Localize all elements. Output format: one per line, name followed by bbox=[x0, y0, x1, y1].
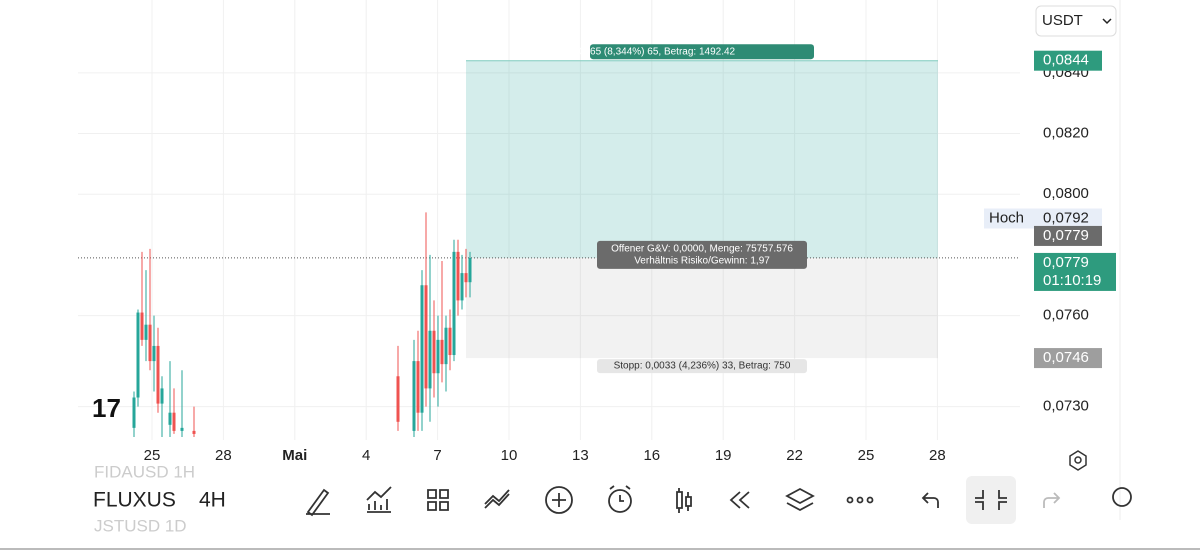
replay-icon[interactable] bbox=[729, 491, 750, 509]
x-tick-label: 16 bbox=[643, 447, 660, 464]
redo-icon[interactable] bbox=[1043, 492, 1061, 508]
undo-icon[interactable] bbox=[921, 492, 939, 508]
candle-body bbox=[428, 330, 432, 389]
center-label-bg bbox=[597, 240, 807, 269]
candle-body bbox=[160, 388, 164, 404]
stop-label: Stopp: 0,0033 (4,236%) 33, Betrag: 750 bbox=[614, 361, 791, 372]
x-tick-label: Mai bbox=[282, 447, 307, 464]
candle-body bbox=[440, 339, 444, 365]
price-tag bbox=[1034, 348, 1102, 369]
idea-icon[interactable] bbox=[1112, 487, 1132, 507]
chevron bbox=[1102, 18, 1112, 25]
countdown: 01:10:19 bbox=[1043, 272, 1101, 289]
compare-icon[interactable] bbox=[484, 489, 510, 509]
alert-icon[interactable] bbox=[608, 489, 632, 513]
x-tick-label: 25 bbox=[858, 447, 875, 464]
x-tick-label: 25 bbox=[144, 447, 161, 464]
currency-select[interactable] bbox=[1035, 5, 1117, 37]
fullscreen-button[interactable] bbox=[966, 476, 1016, 524]
high-label: Hoch bbox=[989, 209, 1024, 226]
center-label: Verhältnis Risiko/Gewinn: 1,97 bbox=[634, 256, 770, 267]
candle-body bbox=[468, 257, 472, 283]
y-tick-label: 0,0760 bbox=[1043, 307, 1089, 324]
x-tick-label: 28 bbox=[929, 447, 946, 464]
logo: 17 bbox=[92, 393, 121, 423]
x-tick-label: 19 bbox=[715, 447, 732, 464]
x-tick-label: 7 bbox=[433, 447, 441, 464]
stop-label-bg bbox=[597, 359, 807, 374]
more-dot bbox=[866, 496, 874, 504]
add-icon[interactable] bbox=[545, 486, 573, 514]
candle-body bbox=[420, 285, 424, 413]
candle-body bbox=[132, 397, 136, 428]
target-label-bg bbox=[590, 44, 814, 60]
price-tag-label: 0,0779 bbox=[1043, 254, 1089, 271]
more-dot bbox=[856, 496, 864, 504]
symbol[interactable]: FLUXUS bbox=[93, 489, 176, 512]
candle-body bbox=[436, 339, 440, 374]
stop-zone bbox=[466, 257, 938, 359]
candle-body bbox=[432, 330, 436, 374]
y-tick-label: 0,0730 bbox=[1043, 398, 1089, 415]
x-tick-label: 10 bbox=[501, 447, 518, 464]
center-label: Offener G&V: 0,0000, Menge: 75757.576 bbox=[611, 244, 793, 255]
candle-body bbox=[136, 312, 140, 398]
candle-body bbox=[448, 327, 452, 356]
candle-body bbox=[412, 361, 416, 431]
draw-icon[interactable] bbox=[306, 488, 330, 517]
price-tag bbox=[1034, 225, 1102, 246]
target-label: Ziel: 0,0065 (8,344%) 65, Betrag: 1492.4… bbox=[549, 46, 736, 57]
price-tag-label: 0,0746 bbox=[1043, 349, 1089, 366]
faded-symbol: JSTUSD 1D bbox=[94, 516, 187, 535]
layers-icon[interactable] bbox=[785, 487, 815, 512]
price-tag bbox=[1034, 252, 1116, 291]
candle-body bbox=[464, 273, 468, 283]
indicator-icon[interactable] bbox=[366, 486, 392, 513]
candle-body bbox=[416, 361, 420, 413]
candle-body bbox=[192, 430, 196, 434]
candle-body bbox=[140, 312, 144, 340]
candle-icon[interactable] bbox=[676, 488, 692, 513]
candle-body bbox=[168, 412, 172, 425]
candle-body bbox=[444, 327, 448, 365]
toolbar-icons bbox=[306, 485, 939, 517]
candle-body bbox=[156, 345, 160, 404]
x-tick-label: 28 bbox=[215, 447, 232, 464]
candle-body bbox=[460, 273, 464, 301]
layout-icon[interactable] bbox=[427, 489, 449, 511]
alert-icon-hands bbox=[609, 485, 631, 502]
interval[interactable]: 4H bbox=[199, 489, 226, 512]
price-tag bbox=[1034, 50, 1102, 71]
target-zone bbox=[466, 60, 938, 258]
x-tick-label: 13 bbox=[572, 447, 589, 464]
price-tag-label: 0,0779 bbox=[1043, 227, 1089, 244]
more-icon[interactable] bbox=[846, 496, 854, 504]
settings-icon[interactable] bbox=[1069, 450, 1087, 471]
faded-symbol: FIDAUSD 1H bbox=[94, 462, 195, 481]
candle-body bbox=[396, 376, 400, 422]
candle-body bbox=[152, 345, 156, 362]
y-tick-label: 0,0800 bbox=[1043, 185, 1089, 202]
currency: USDT bbox=[1042, 12, 1083, 29]
price-tag-label: 0,0792 bbox=[1043, 209, 1089, 226]
price-tag-label: 0,0844 bbox=[1043, 52, 1089, 69]
fullscreen-icon bbox=[975, 490, 1007, 510]
candle-body bbox=[180, 427, 184, 431]
y-tick-label: 0,0820 bbox=[1043, 124, 1089, 141]
price-tag bbox=[1034, 208, 1102, 229]
add-icon-plus bbox=[552, 493, 566, 507]
candle-body bbox=[148, 324, 152, 362]
candle-body bbox=[144, 324, 148, 340]
candle-body bbox=[424, 285, 428, 389]
x-tick-label: 22 bbox=[786, 447, 803, 464]
high-tag bbox=[984, 208, 1034, 229]
candle-body bbox=[456, 251, 460, 301]
candle-body bbox=[172, 412, 176, 431]
x-tick-label: 4 bbox=[362, 447, 370, 464]
settings-icon-dot bbox=[1074, 456, 1082, 464]
candle-body bbox=[452, 251, 456, 356]
